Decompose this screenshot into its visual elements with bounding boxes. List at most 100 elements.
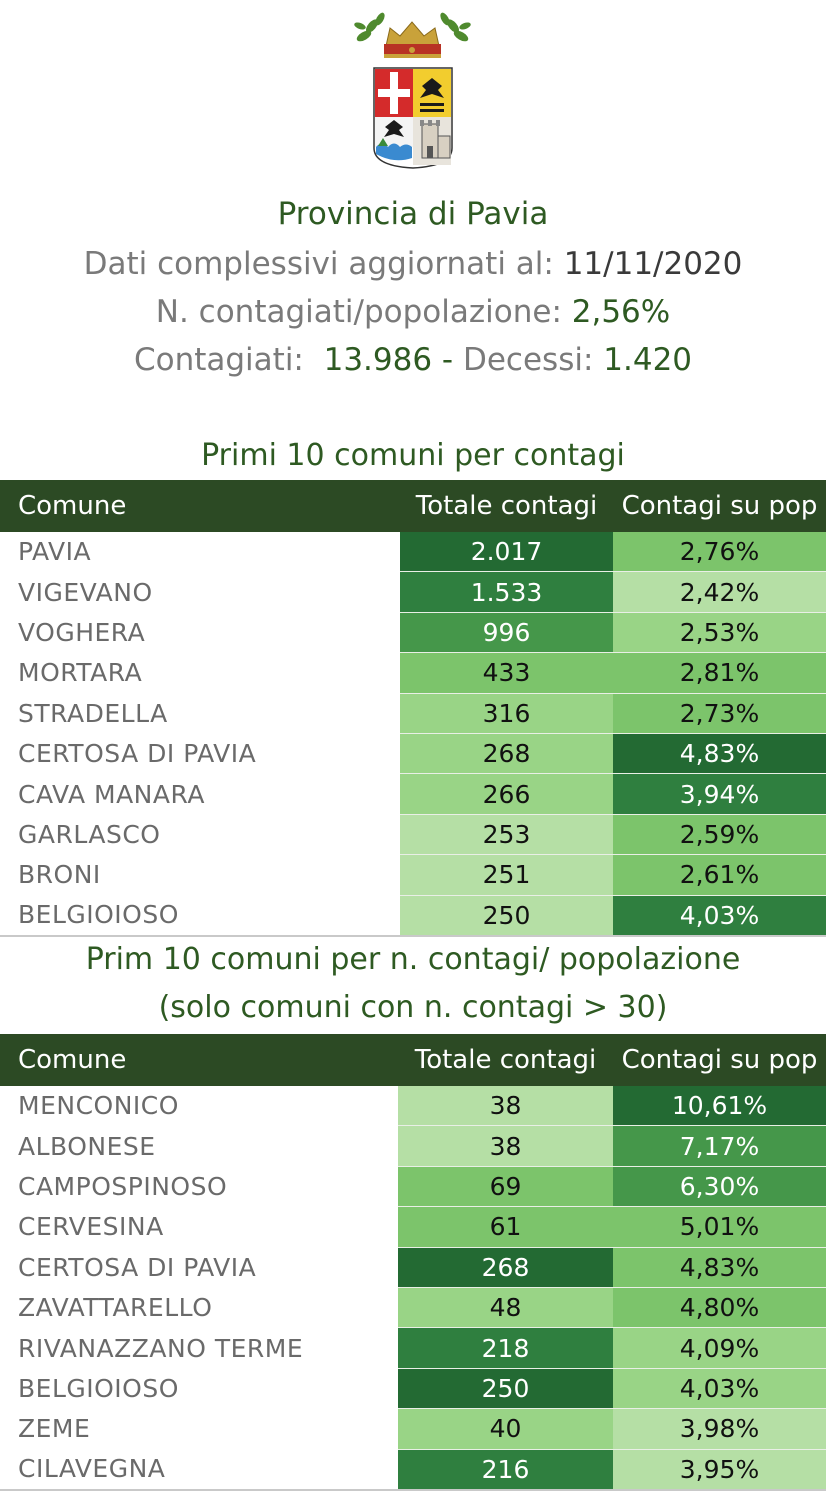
contagi-su-pop-cell: 4,83% <box>613 1247 826 1288</box>
contagi-su-pop-cell: 4,03% <box>613 1368 826 1410</box>
table-row: MENCONICO 38 10,61% <box>0 1086 826 1127</box>
contagi-su-pop-cell: 4,80% <box>613 1287 826 1329</box>
totale-contagi-cell: 433 <box>400 652 613 694</box>
table-row: PAVIA 2.017 2,76% <box>0 532 826 573</box>
table-header-row: Comune Totale contagi Contagi su pop <box>0 480 826 532</box>
top-cases-table: Comune Totale contagi Contagi su pop PAV… <box>0 480 826 937</box>
totale-contagi-cell: 250 <box>400 895 613 937</box>
totale-contagi-cell: 218 <box>398 1327 613 1369</box>
table-row: CERTOSA DI PAVIA 268 4,83% <box>0 733 826 775</box>
comune-cell: PAVIA <box>0 532 400 572</box>
comune-cell: CERTOSA DI PAVIA <box>0 733 400 774</box>
totale-contagi-cell: 268 <box>400 733 613 775</box>
column-header-totale-contagi: Totale contagi <box>398 1034 613 1086</box>
contagi-su-pop-cell: 3,94% <box>613 773 826 815</box>
column-header-comune: Comune <box>0 1034 398 1086</box>
comune-cell: ALBONESE <box>0 1125 398 1167</box>
totale-contagi-cell: 253 <box>400 814 613 856</box>
comune-cell: MORTARA <box>0 652 400 694</box>
contagi-su-pop-cell: 2,42% <box>613 571 826 613</box>
table-row: VOGHERA 996 2,53% <box>0 612 826 654</box>
table-row: ALBONESE 38 7,17% <box>0 1125 826 1167</box>
totale-contagi-cell: 268 <box>398 1247 613 1288</box>
comune-cell: ZAVATTARELLO <box>0 1287 398 1328</box>
infection-ratio-value: 2,56% <box>571 294 671 330</box>
update-date-value: 11/11/2020 <box>563 246 743 282</box>
comune-cell: CILAVEGNA <box>0 1449 398 1491</box>
contagi-su-pop-cell: 10,61% <box>613 1086 826 1127</box>
table-row: ZAVATTARELLO 48 4,80% <box>0 1287 826 1329</box>
contagi-su-pop-cell: 5,01% <box>613 1206 826 1248</box>
totale-contagi-cell: 266 <box>400 773 613 815</box>
contagi-su-pop-cell: 3,98% <box>613 1408 826 1450</box>
totale-contagi-cell: 38 <box>398 1086 613 1127</box>
table-row: CERVESINA 61 5,01% <box>0 1206 826 1248</box>
totale-contagi-cell: 38 <box>398 1125 613 1167</box>
contagi-su-pop-cell: 2,59% <box>613 814 826 856</box>
infection-ratio-line: N. contagiati/popolazione: 2,56% <box>0 294 826 330</box>
update-date-line: Dati complessivi aggiornati al: 11/11/20… <box>0 246 826 282</box>
comune-cell: VIGEVANO <box>0 571 400 613</box>
contagi-su-pop-cell: 6,30% <box>613 1166 826 1208</box>
comune-cell: BRONI <box>0 854 400 896</box>
comune-cell: STRADELLA <box>0 693 400 734</box>
totale-contagi-cell: 251 <box>400 854 613 896</box>
totale-contagi-cell: 250 <box>398 1368 613 1410</box>
totale-contagi-cell: 61 <box>398 1206 613 1248</box>
comune-cell: CAMPOSPINOSO <box>0 1166 398 1207</box>
table-row: VIGEVANO 1.533 2,42% <box>0 571 826 613</box>
comune-cell: CERVESINA <box>0 1206 398 1248</box>
totale-contagi-cell: 1.533 <box>400 571 613 613</box>
comune-cell: RIVANAZZANO TERME <box>0 1327 398 1369</box>
table-row: BELGIOIOSO 250 4,03% <box>0 895 826 937</box>
table-row: BRONI 251 2,61% <box>0 854 826 896</box>
table-row: CAVA MANARA 266 3,94% <box>0 773 826 815</box>
column-header-contagi-su-pop: Contagi su pop <box>613 480 826 532</box>
cases-value: 13.986 <box>323 342 433 378</box>
table-row: GARLASCO 253 2,59% <box>0 814 826 856</box>
contagi-su-pop-cell: 2,81% <box>613 652 826 694</box>
table-row: RIVANAZZANO TERME 218 4,09% <box>0 1327 826 1369</box>
contagi-su-pop-cell: 4,83% <box>613 733 826 775</box>
contagi-su-pop-cell: 4,09% <box>613 1327 826 1369</box>
contagi-su-pop-cell: 2,61% <box>613 854 826 896</box>
deaths-label: Decessi: <box>462 342 604 378</box>
cases-label: Contagiati: <box>133 342 324 378</box>
totale-contagi-cell: 48 <box>398 1287 613 1329</box>
table-header-row: Comune Totale contagi Contagi su pop <box>0 1034 826 1086</box>
totale-contagi-cell: 69 <box>398 1166 613 1208</box>
totale-contagi-cell: 216 <box>398 1449 613 1491</box>
comune-cell: BELGIOIOSO <box>0 1368 398 1409</box>
totale-contagi-cell: 40 <box>398 1408 613 1450</box>
comune-cell: MENCONICO <box>0 1086 398 1126</box>
table-row: BELGIOIOSO 250 4,03% <box>0 1368 826 1410</box>
table-row: CILAVEGNA 216 3,95% <box>0 1449 826 1491</box>
deaths-value: 1.420 <box>603 342 693 378</box>
infection-ratio-label: N. contagiati/popolazione: <box>155 294 572 330</box>
comune-cell: CAVA MANARA <box>0 773 400 815</box>
table2-title-line2: (solo comuni con n. contagi > 30) <box>158 990 668 1025</box>
table-row: CERTOSA DI PAVIA 268 4,83% <box>0 1247 826 1288</box>
cases-deaths-line: Contagiati: 13.986 - Decessi: 1.420 <box>0 342 826 378</box>
contagi-su-pop-cell: 3,95% <box>613 1449 826 1491</box>
comune-cell: BELGIOIOSO <box>0 895 400 937</box>
update-date-label: Dati complessivi aggiornati al: <box>83 246 564 282</box>
contagi-su-pop-cell: 2,73% <box>613 693 826 734</box>
table-row: STRADELLA 316 2,73% <box>0 693 826 734</box>
comune-cell: GARLASCO <box>0 814 400 855</box>
top-ratio-table: Comune Totale contagi Contagi su pop MEN… <box>0 1034 826 1491</box>
totale-contagi-cell: 2.017 <box>400 532 613 573</box>
contagi-su-pop-cell: 7,17% <box>613 1125 826 1167</box>
column-header-contagi-su-pop: Contagi su pop <box>613 1034 826 1086</box>
column-header-comune: Comune <box>0 480 400 532</box>
comune-cell: ZEME <box>0 1408 398 1450</box>
province-coat-of-arms-logo <box>354 12 471 169</box>
comune-cell: VOGHERA <box>0 612 400 653</box>
table-row: MORTARA 433 2,81% <box>0 652 826 694</box>
totale-contagi-cell: 996 <box>400 612 613 654</box>
contagi-su-pop-cell: 2,76% <box>613 532 826 573</box>
table1-title: Primi 10 comuni per contagi <box>201 438 625 473</box>
cases-deaths-separator: - <box>432 342 463 378</box>
page-title: Provincia di Pavia <box>277 196 549 232</box>
comune-cell: CERTOSA DI PAVIA <box>0 1247 398 1288</box>
